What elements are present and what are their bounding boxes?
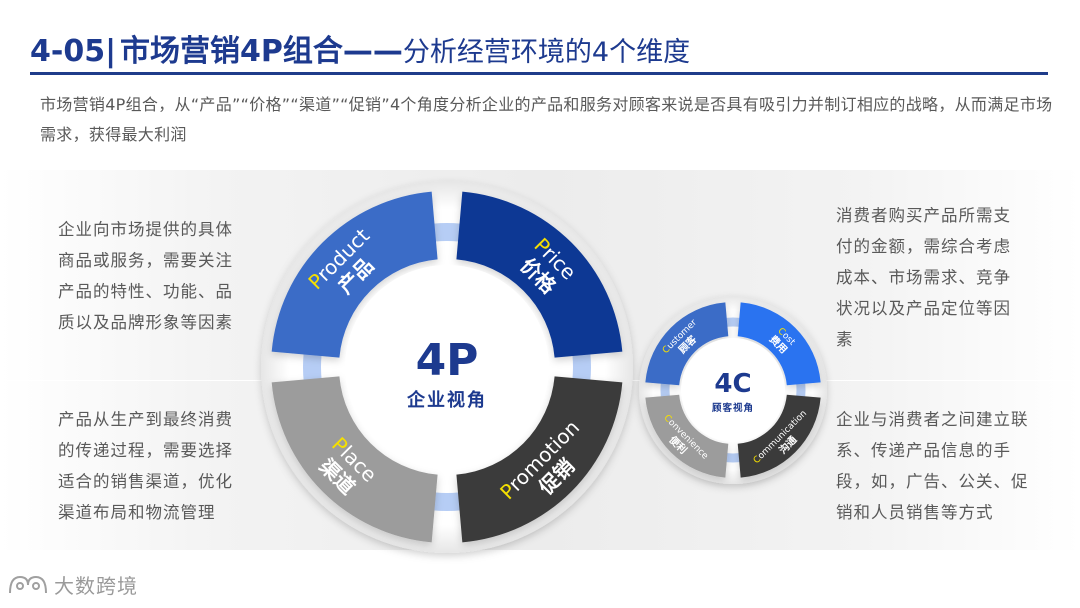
four-p-segment-促销 [456,376,623,543]
intro-paragraph: 市场营销4P组合，从“产品”“价格”“渠道”“促销”4个角度分析企业的产品和服务… [40,95,1053,144]
title-main: 市场营销4P组合—— [120,34,403,69]
hub-4c-title: 4C [714,369,751,399]
product-description: 企业向市场提供的具体商品或服务，需要关注产品的特性、功能、品质以及品牌形象等因素 [58,220,233,332]
four-c-segment-便利 [645,394,729,478]
section-number: 4-05| [30,34,117,69]
four-c-segment-费用 [737,302,821,386]
inner-ring-4p [303,223,591,511]
hub-4c-subtitle: 顾客视角 [712,402,754,414]
four-c-segment-顾客 [645,302,729,386]
price-description: 消费者购买产品所需支付的金额，需综合考虑成本、市场需求、竞争状况以及产品定位等因… [836,206,1011,349]
promotion-description: 企业与消费者之间建立联系、传递产品信息的手段，如，广告、公关、促销和人员销售等方… [836,410,1029,522]
inner-ring-4c [660,317,806,463]
title-underline [30,72,1048,75]
four-p-segment-渠道 [271,376,438,543]
hub-4c [681,338,785,442]
four-p-segment-产品 [271,191,438,358]
page-title: 4-05| 市场营销4P组合—— 分析经营环境的4个维度 [30,26,690,70]
brand-name: 大数跨境 [54,574,138,598]
diagram-4c: Customer顾客Cost费用Convenience便利Communicati… [639,296,827,484]
hub-4p-title: 4P [416,335,479,386]
four-c-segment-沟通 [737,394,821,478]
hub-4p [345,265,549,469]
hub-4p-subtitle: 企业视角 [406,389,487,411]
brand-logo: 大数跨境 [8,570,138,599]
place-description: 产品从生产到最终消费的传递过程，需要选择适合的销售渠道，优化渠道布局和物流管理 [58,410,233,522]
cat-face-icon [9,575,47,593]
four-p-segment-价格 [456,191,623,358]
title-subtitle: 分析经营环境的4个维度 [402,37,691,68]
